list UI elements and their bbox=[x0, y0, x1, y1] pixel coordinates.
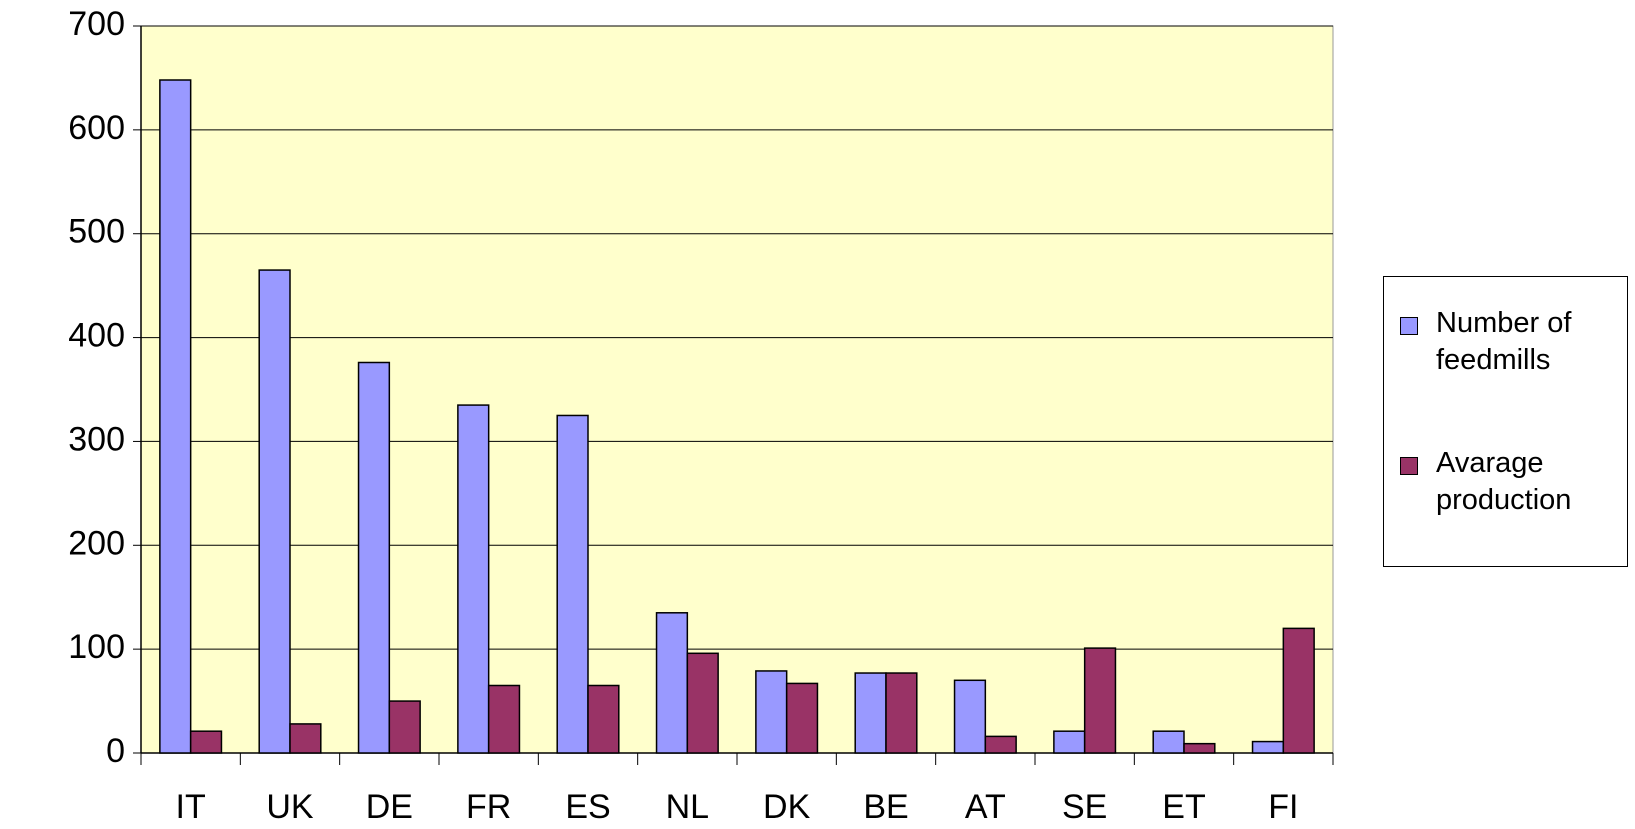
bar bbox=[984, 735, 1017, 754]
bar bbox=[289, 723, 322, 754]
x-tick-label: SE bbox=[1062, 788, 1107, 826]
bar bbox=[686, 652, 719, 754]
bar bbox=[1152, 730, 1185, 754]
y-tick-label: 500 bbox=[68, 213, 125, 251]
y-tick-label: 300 bbox=[68, 420, 125, 458]
legend-swatch bbox=[1400, 457, 1418, 475]
bar bbox=[556, 414, 589, 754]
y-tick-label: 400 bbox=[68, 317, 125, 355]
bar bbox=[189, 730, 223, 754]
y-tick-label: 600 bbox=[68, 109, 125, 147]
x-tick-label: IT bbox=[176, 788, 206, 826]
bar bbox=[655, 612, 689, 754]
bar bbox=[587, 684, 620, 754]
legend-label: Number of feedmills bbox=[1436, 307, 1572, 376]
x-tick-label: FI bbox=[1268, 788, 1298, 826]
bar bbox=[457, 404, 490, 754]
plot-area bbox=[140, 25, 1334, 754]
legend-item: Avarage production bbox=[1400, 445, 1625, 519]
legend-swatch bbox=[1400, 317, 1418, 335]
x-tick-label: ET bbox=[1162, 788, 1205, 826]
bar bbox=[357, 361, 391, 754]
bar bbox=[1183, 742, 1216, 754]
bar bbox=[755, 670, 788, 754]
bar bbox=[953, 679, 987, 754]
x-tick-label: DE bbox=[366, 788, 413, 826]
x-tick-label: UK bbox=[266, 788, 314, 826]
x-tick-label: DK bbox=[763, 788, 811, 826]
bar bbox=[1251, 740, 1285, 754]
bar bbox=[885, 672, 918, 754]
bar bbox=[1282, 627, 1315, 754]
y-tick-label: 700 bbox=[68, 5, 125, 43]
x-tick-label: ES bbox=[565, 788, 610, 826]
y-tick-label: 200 bbox=[68, 524, 125, 562]
legend-label: Avarage production bbox=[1436, 447, 1572, 516]
bar bbox=[1053, 730, 1086, 754]
x-tick-label: FR bbox=[466, 788, 511, 826]
bar bbox=[487, 684, 521, 754]
legend: Number of feedmills Avarage production bbox=[1383, 276, 1628, 567]
x-tick-label: AT bbox=[965, 788, 1006, 826]
bar bbox=[1083, 647, 1117, 754]
bar bbox=[388, 700, 421, 754]
bar bbox=[854, 672, 887, 754]
x-tick-label: BE bbox=[863, 788, 908, 826]
bar bbox=[159, 79, 192, 754]
bar bbox=[785, 682, 819, 754]
legend-item: Number of feedmills bbox=[1400, 305, 1625, 379]
y-tick-label: 100 bbox=[68, 628, 125, 666]
x-tick-label: NL bbox=[666, 788, 709, 826]
bar bbox=[258, 269, 291, 754]
y-tick-label: 0 bbox=[106, 732, 125, 770]
